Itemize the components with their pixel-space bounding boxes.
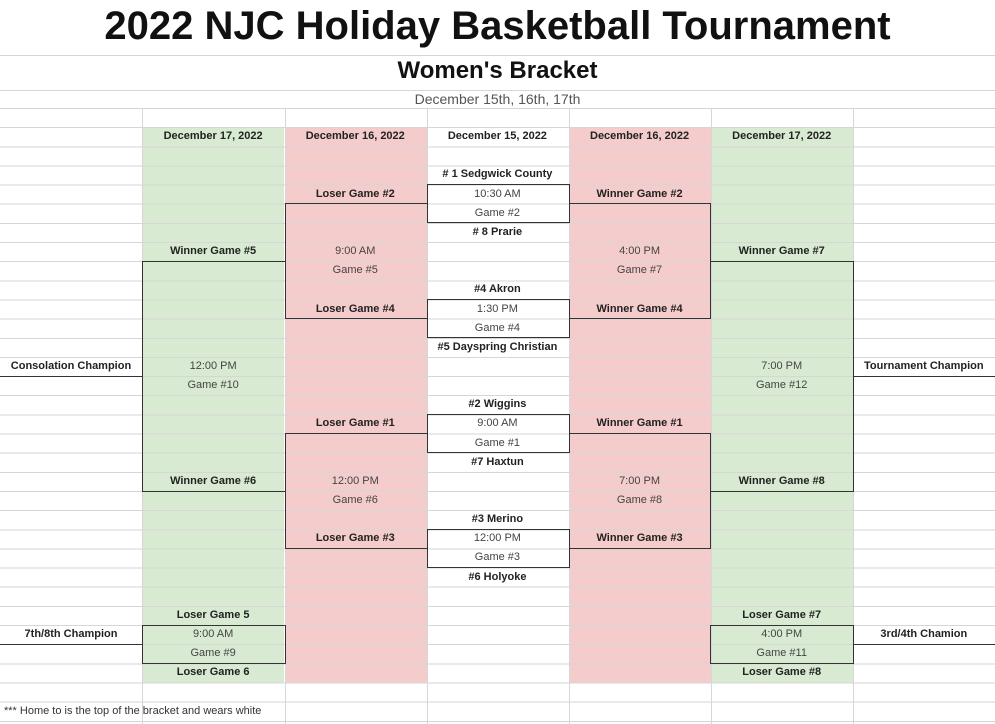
slot-label: Loser Game #2 — [315, 187, 395, 200]
bracket-line — [569, 548, 711, 549]
game-time: 12:00 PM — [331, 474, 379, 487]
slot-label: Loser Game #4 — [315, 302, 395, 315]
bracket-line — [142, 261, 143, 492]
team-seed: # 8 Prarie — [472, 225, 523, 238]
page-title: 2022 NJC Holiday Basketball Tournament — [104, 4, 891, 48]
bracket-line — [285, 203, 286, 319]
game-number: Game #10 — [187, 379, 239, 392]
game-box — [142, 625, 286, 664]
header-date: December 16, 2022 — [305, 130, 405, 143]
slot-label: Winner Game #1 — [596, 417, 683, 430]
bracket-line — [0, 376, 142, 377]
bracket-line — [711, 261, 854, 262]
footnote: *** Home to is the top of the bracket an… — [4, 704, 262, 717]
slot-label: Loser Game #7 — [742, 608, 822, 621]
slot-label: Winner Game #3 — [596, 532, 683, 545]
game-time: 9:00 AM — [335, 245, 376, 258]
slot-label: Winner Game #6 — [170, 474, 257, 487]
bracket-line — [285, 318, 427, 319]
champion-label: 3rd/4th Chamion — [880, 628, 968, 641]
game-time: 12:00 PM — [473, 532, 521, 545]
team-seed: #2 Wiggins — [468, 398, 527, 411]
game-time: 9:00 AM — [477, 417, 518, 430]
slot-label: Winner Game #7 — [738, 245, 825, 258]
slot-label: Winner Game #4 — [596, 302, 683, 315]
bracket-line — [285, 548, 427, 549]
game-time: 9:00 AM — [192, 628, 234, 641]
slot-label: Loser Game #3 — [315, 532, 395, 545]
game-number: Game #8 — [616, 494, 663, 506]
game-number: Game #11 — [756, 647, 807, 660]
bracket-line — [0, 644, 142, 645]
game-time: 7:00 PM — [761, 359, 803, 372]
team-seed: #7 Haxtun — [471, 455, 524, 468]
team-seed: #4 Akron — [474, 283, 521, 296]
game-time: 7:00 PM — [619, 474, 661, 487]
bracket-line — [569, 318, 711, 319]
header-date: December 17, 2022 — [732, 130, 832, 143]
bracket-line — [142, 491, 285, 492]
slot-label: Winner Game #2 — [596, 187, 683, 200]
bracket-line — [853, 644, 995, 645]
champion-label: Consolation Champion — [10, 359, 132, 372]
game-number: Game #12 — [756, 379, 808, 392]
bracket-line — [569, 433, 711, 434]
game-number: Game #3 — [474, 551, 521, 564]
row-line — [0, 90, 995, 91]
game-time: 1:30 PM — [476, 302, 518, 315]
team-seed: #3 Merino — [471, 513, 524, 526]
champion-label: 7th/8th Champion — [24, 628, 118, 641]
header-date: December 17, 2022 — [163, 130, 263, 143]
bracket-line — [285, 433, 427, 434]
bracket-line — [142, 261, 285, 262]
bracket-line — [569, 203, 711, 204]
team-seed: #5 Dayspring Christian — [437, 340, 558, 353]
tournament-dates: December 15th, 16th, 17th — [414, 91, 581, 107]
game-number: Game #5 — [332, 264, 378, 277]
slot-label: Winner Game #5 — [170, 245, 257, 258]
slot-label: Winner Game #8 — [738, 474, 825, 487]
bracket-line — [711, 491, 854, 492]
game-number: Game #2 — [474, 206, 521, 219]
col-line — [285, 108, 286, 724]
team-seed: #6 Holyoke — [468, 570, 527, 583]
slot-label: Loser Game 5 — [176, 608, 250, 621]
game-number: Game #7 — [616, 264, 663, 277]
bracket-line — [710, 433, 711, 549]
header-date: December 15, 2022 — [447, 130, 547, 143]
champion-label: Tournament Champion — [864, 359, 984, 372]
game-number: Game #1 — [474, 436, 521, 449]
header-date: December 16, 2022 — [590, 130, 690, 143]
bracket-line — [710, 203, 711, 319]
bracket-line — [285, 433, 286, 549]
col-line — [711, 108, 712, 724]
row-line — [0, 55, 995, 56]
game-time: 12:00 PM — [189, 359, 237, 372]
cell-grid — [0, 108, 995, 724]
slot-label: Loser Game 6 — [176, 666, 250, 679]
game-time: 4:00 PM — [619, 245, 661, 258]
bracket-line — [285, 203, 427, 204]
game-time: 10:30 AM — [474, 187, 521, 200]
bracket-line — [853, 376, 995, 377]
game-number: Game #9 — [190, 647, 236, 660]
slot-label: Loser Game #8 — [742, 666, 822, 679]
game-number: Game #4 — [474, 321, 521, 334]
game-number: Game #6 — [332, 494, 378, 506]
slot-label: Loser Game #1 — [315, 417, 395, 430]
game-time: 4:00 PM — [761, 628, 803, 641]
bracket-subtitle: Women's Bracket — [397, 57, 598, 84]
team-seed: # 1 Sedgwick County — [442, 168, 553, 181]
